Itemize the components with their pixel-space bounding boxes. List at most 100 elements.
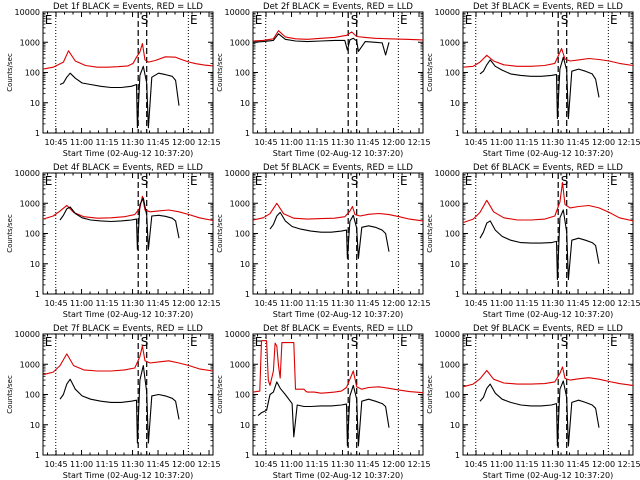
y-axis-label: Counts/sec (216, 53, 224, 92)
y-tick-label: 100 (445, 230, 460, 239)
y-axis-label: Counts/sec (426, 375, 434, 414)
plot-frame (462, 172, 634, 295)
detector-panel: Det 2f BLACK = Events, RED = LLD 1 10 100 10… (216, 2, 431, 158)
x-tick-label: 10:45 (465, 299, 488, 308)
plot-frame (462, 11, 634, 134)
y-tick-label: 100 (445, 391, 460, 400)
y-tick-label: 10 (30, 99, 40, 108)
x-tick-label: 11:15 (96, 460, 119, 469)
series-line-red (42, 195, 214, 222)
x-tick-label: 10:45 (255, 138, 278, 147)
detector-panel: Det 8f BLACK = Events, RED = LLD 1 10 100 10… (216, 324, 431, 480)
x-tick-label: 11:45 (357, 299, 380, 308)
x-tick-label: 11:45 (567, 138, 590, 147)
series-line-black (479, 380, 600, 447)
x-axis-label: Start Time (02-Aug-12 10:37:20) (63, 310, 194, 319)
series-line-red (42, 43, 214, 70)
y-tick-label: 1 (455, 451, 460, 460)
x-tick-label: 12:15 (618, 138, 640, 147)
x-tick-label: 11:45 (147, 460, 170, 469)
detector-panel: Det 1f BLACK = Events, RED = LLD 1 10 100 10… (6, 2, 221, 158)
x-axis-label: Start Time (02-Aug-12 10:37:20) (63, 471, 194, 480)
y-tick-label: 100 (235, 391, 250, 400)
x-tick-label: 12:15 (618, 460, 640, 469)
x-tick-label: 11:15 (306, 460, 329, 469)
detector-panel: Det 4f BLACK = Events, RED = LLD 1 10 100 10… (6, 163, 221, 319)
marker-letter: E (610, 335, 618, 349)
series-line-black (59, 365, 180, 444)
x-tick-label: 10:45 (45, 138, 68, 147)
x-tick-label: 12:00 (172, 460, 195, 469)
series-line-black (479, 209, 600, 281)
chart-title: Det 4f BLACK = Events, RED = LLD (53, 163, 203, 173)
plot-frame (42, 11, 214, 134)
y-axis-label: Counts/sec (426, 214, 434, 253)
y-tick-label: 1000 (20, 38, 40, 47)
marker-letter: E (45, 335, 53, 349)
marker-letter: S (561, 335, 569, 349)
marker-letter: E (190, 13, 198, 27)
series-line-red (252, 202, 424, 222)
x-tick-label: 12:15 (408, 299, 431, 308)
x-tick-label: 12:00 (172, 138, 195, 147)
y-axis-label: Counts/sec (426, 53, 434, 92)
y-tick-label: 10 (450, 421, 460, 430)
x-axis-label: Start Time (02-Aug-12 10:37:20) (483, 149, 614, 158)
y-tick-label: 1000 (440, 38, 460, 47)
x-tick-label: 11:15 (96, 299, 119, 308)
y-tick-label: 100 (445, 69, 460, 78)
marker-letter: S (561, 13, 569, 27)
marker-letter: S (351, 13, 359, 27)
marker-letter: S (141, 174, 149, 188)
y-tick-label: 10 (30, 421, 40, 430)
x-axis-label: Start Time (02-Aug-12 10:37:20) (273, 149, 404, 158)
y-tick-label: 10 (30, 260, 40, 269)
y-tick-label: 10000 (435, 330, 460, 339)
x-tick-label: 11:15 (306, 299, 329, 308)
x-tick-label: 11:00 (280, 299, 303, 308)
x-tick-label: 11:00 (70, 299, 93, 308)
plot-frame (252, 172, 424, 295)
y-axis-label: Counts/sec (216, 214, 224, 253)
marker-letter: E (190, 174, 198, 188)
y-tick-label: 1000 (20, 360, 40, 369)
marker-letter: E (45, 174, 53, 188)
marker-letter: E (465, 174, 473, 188)
series-line-black (257, 381, 390, 447)
detector-panel: Det 6f BLACK = Events, RED = LLD 1 10 100 10… (426, 163, 640, 319)
x-tick-label: 11:45 (357, 460, 380, 469)
x-tick-label: 11:00 (490, 138, 513, 147)
x-tick-label: 11:45 (567, 460, 590, 469)
x-tick-label: 12:00 (592, 460, 615, 469)
x-tick-label: 12:15 (408, 460, 431, 469)
x-tick-label: 10:45 (45, 299, 68, 308)
x-tick-label: 11:15 (96, 138, 119, 147)
y-tick-label: 100 (25, 391, 40, 400)
y-tick-label: 10 (450, 260, 460, 269)
series-line-red (42, 345, 214, 376)
x-tick-label: 11:15 (516, 460, 539, 469)
plot-frame (42, 172, 214, 295)
chart-title: Det 2f BLACK = Events, RED = LLD (263, 2, 413, 12)
x-axis-label: Start Time (02-Aug-12 10:37:20) (483, 471, 614, 480)
y-tick-label: 10 (240, 99, 250, 108)
detector-panel: Det 7f BLACK = Events, RED = LLD 1 10 100 10… (6, 324, 221, 480)
marker-letter: E (255, 174, 263, 188)
y-tick-label: 1 (245, 129, 250, 138)
x-tick-label: 12:00 (382, 460, 405, 469)
y-tick-label: 1000 (230, 199, 250, 208)
x-tick-label: 12:15 (198, 460, 221, 469)
x-tick-label: 12:15 (618, 299, 640, 308)
series-line-black (59, 65, 180, 129)
x-tick-label: 11:45 (147, 138, 170, 147)
x-tick-label: 12:15 (408, 138, 431, 147)
x-tick-label: 10:45 (255, 460, 278, 469)
x-tick-label: 11:30 (121, 299, 144, 308)
detector-panel: Det 9f BLACK = Events, RED = LLD 1 10 100 10… (426, 324, 640, 480)
y-axis-label: Counts/sec (6, 53, 14, 92)
x-axis-label: Start Time (02-Aug-12 10:37:20) (483, 310, 614, 319)
marker-letter: S (561, 174, 569, 188)
y-tick-label: 1 (35, 290, 40, 299)
y-tick-label: 10000 (435, 8, 460, 17)
y-tick-label: 1000 (20, 199, 40, 208)
